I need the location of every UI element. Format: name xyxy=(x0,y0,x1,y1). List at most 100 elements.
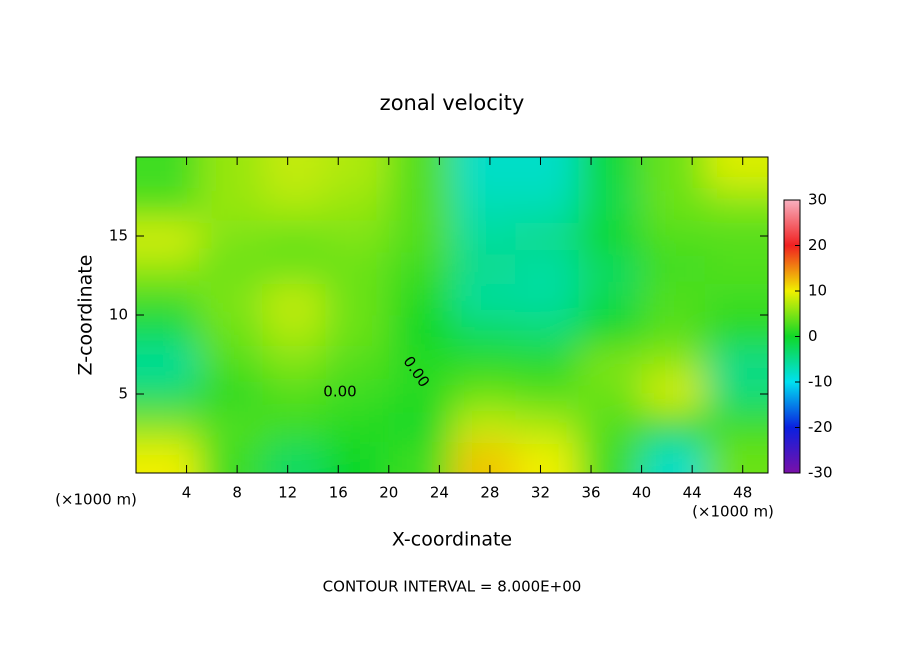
cell xyxy=(704,283,768,316)
cell xyxy=(262,315,327,348)
cell xyxy=(199,315,263,348)
cell xyxy=(262,283,327,316)
cell xyxy=(704,378,768,411)
x-tick-label: 24 xyxy=(430,484,449,502)
cell xyxy=(136,251,200,284)
cell xyxy=(325,409,390,442)
footnote: CONTOUR INTERVAL = 8.000E+00 xyxy=(323,578,582,596)
colorbar-tick-label: 20 xyxy=(808,236,827,254)
cell xyxy=(325,315,390,348)
x-tick-label: 36 xyxy=(581,484,600,502)
y-tick-label: 5 xyxy=(118,385,128,403)
x-tick-label: 16 xyxy=(329,484,348,502)
colorbar-tick-label: -30 xyxy=(808,464,833,482)
x-tick-label: 28 xyxy=(480,484,499,502)
chart-title: zonal velocity xyxy=(380,91,525,115)
cell xyxy=(641,251,706,284)
cell xyxy=(136,220,200,253)
cell xyxy=(199,378,263,411)
x-tick-label: 20 xyxy=(379,484,398,502)
cell xyxy=(578,315,643,348)
cell xyxy=(452,346,516,379)
cell xyxy=(578,283,643,316)
colorbar-tick-label: -20 xyxy=(808,418,833,436)
cell xyxy=(641,157,706,190)
cell xyxy=(704,188,768,221)
cell xyxy=(262,409,327,442)
x-tick-label: 8 xyxy=(232,484,242,502)
cell xyxy=(578,441,643,473)
cell xyxy=(452,378,516,411)
colorbar-tick-label: 0 xyxy=(808,327,818,345)
x-tick-label: 40 xyxy=(632,484,651,502)
cell xyxy=(136,441,200,473)
cell xyxy=(704,409,768,442)
cell xyxy=(199,157,263,190)
cell xyxy=(515,409,579,442)
cell xyxy=(136,315,200,348)
cell xyxy=(578,251,643,284)
cell xyxy=(325,251,390,284)
cell xyxy=(578,346,643,379)
cell xyxy=(578,188,643,221)
cell xyxy=(388,346,453,379)
cell xyxy=(325,157,390,190)
colorbar-tick-label: -10 xyxy=(808,373,833,391)
cell xyxy=(199,188,263,221)
cell xyxy=(452,157,516,190)
cell xyxy=(262,157,327,190)
cell xyxy=(641,378,706,411)
x-tick-label: 32 xyxy=(531,484,550,502)
cell xyxy=(262,251,327,284)
cell xyxy=(325,346,390,379)
cell xyxy=(199,251,263,284)
cell xyxy=(515,346,579,379)
cell xyxy=(325,220,390,253)
cell xyxy=(578,220,643,253)
cell xyxy=(136,188,200,221)
cell xyxy=(641,220,706,253)
cell xyxy=(452,220,516,253)
cell xyxy=(388,251,453,284)
cell xyxy=(136,409,200,442)
cell xyxy=(515,283,579,316)
cell xyxy=(388,220,453,253)
x-unit: (×1000 m) xyxy=(55,491,137,509)
cell xyxy=(515,251,579,284)
x-tick-label: 44 xyxy=(683,484,702,502)
cell xyxy=(641,283,706,316)
cell xyxy=(136,378,200,411)
cell xyxy=(325,283,390,316)
cell xyxy=(515,188,579,221)
x-axis-label: X-coordinate xyxy=(392,529,512,551)
cell xyxy=(704,251,768,284)
cell xyxy=(262,188,327,221)
cell xyxy=(641,441,706,473)
x-tick-label: 4 xyxy=(182,484,192,502)
cell xyxy=(704,315,768,348)
cell xyxy=(199,220,263,253)
cell xyxy=(578,409,643,442)
cell xyxy=(262,441,327,473)
cell xyxy=(388,378,453,411)
cell xyxy=(325,378,390,411)
cell xyxy=(452,283,516,316)
cell xyxy=(515,315,579,348)
cell xyxy=(578,157,643,190)
cell xyxy=(515,441,579,473)
cell xyxy=(199,283,263,316)
cell xyxy=(388,409,453,442)
cell xyxy=(452,251,516,284)
cell xyxy=(325,188,390,221)
cell xyxy=(641,315,706,348)
cell xyxy=(704,346,768,379)
cell xyxy=(452,188,516,221)
cell xyxy=(388,441,453,473)
cell xyxy=(704,157,768,190)
cell xyxy=(578,378,643,411)
cell xyxy=(452,409,516,442)
cell xyxy=(388,283,453,316)
cell xyxy=(325,441,390,473)
y-tick-label: 15 xyxy=(109,227,128,245)
